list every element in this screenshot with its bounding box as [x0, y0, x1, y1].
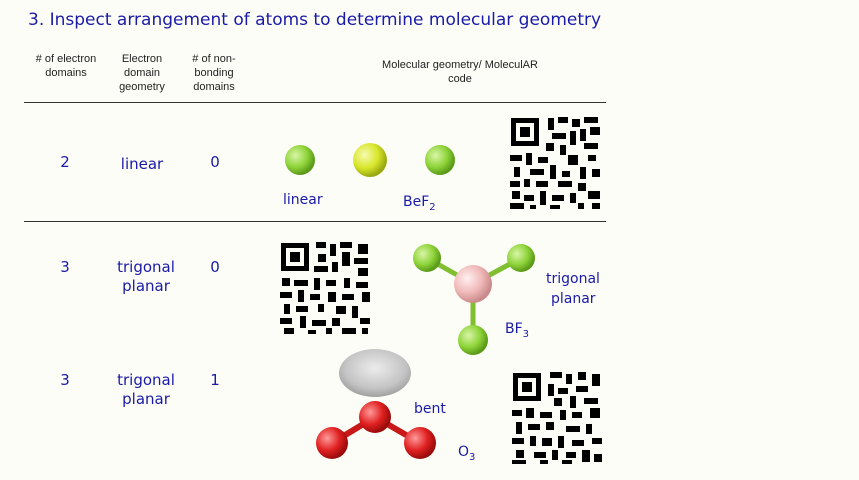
row2-geometry-line2: planar [551, 291, 596, 307]
row1-geometry-label: linear [283, 192, 323, 208]
row2-geometry-line1: trigonal [546, 271, 600, 287]
row2-electron-domains: 3 [60, 258, 70, 276]
row1-electron-domains: 2 [60, 153, 70, 171]
molecule-bf3-icon [413, 244, 535, 355]
row2-formula: BF3 [505, 321, 530, 340]
page-title: 3. Inspect arrangement of atoms to deter… [28, 10, 602, 30]
header-nonbonding-domains: # of non-bonding domains [192, 53, 236, 93]
row2-nonbonding: 0 [210, 258, 220, 276]
header-electron-domains: # of electron domains [35, 53, 97, 79]
header-domain-geometry: Electron domain geometry [119, 53, 165, 93]
row1-nonbonding: 0 [210, 153, 220, 171]
row3-geometry-label: bent [414, 401, 446, 417]
row1-domain-geometry: linear [120, 155, 164, 173]
molecule-bef2-icon [285, 143, 455, 177]
row3-domain-geometry-line2: planar [122, 390, 170, 408]
qr-code-icon[interactable] [508, 115, 604, 211]
row-divider [24, 221, 606, 222]
row3-electron-domains: 3 [60, 371, 70, 389]
qr-code-icon[interactable] [278, 240, 374, 336]
row3-domain-geometry-line1: trigonal [117, 371, 175, 389]
row3-formula: O3 [458, 444, 476, 463]
row1-formula: BeF2 [403, 194, 436, 213]
row2-domain-geometry-line1: trigonal [117, 258, 175, 276]
row2-domain-geometry-line2: planar [122, 277, 170, 295]
header-molecular-geometry: Molecular geometry/ MoleculAR code [382, 59, 538, 85]
molecule-o3-icon [316, 349, 436, 459]
row3-nonbonding: 1 [210, 371, 220, 389]
qr-code-icon[interactable] [510, 370, 606, 466]
header-divider [24, 102, 606, 103]
